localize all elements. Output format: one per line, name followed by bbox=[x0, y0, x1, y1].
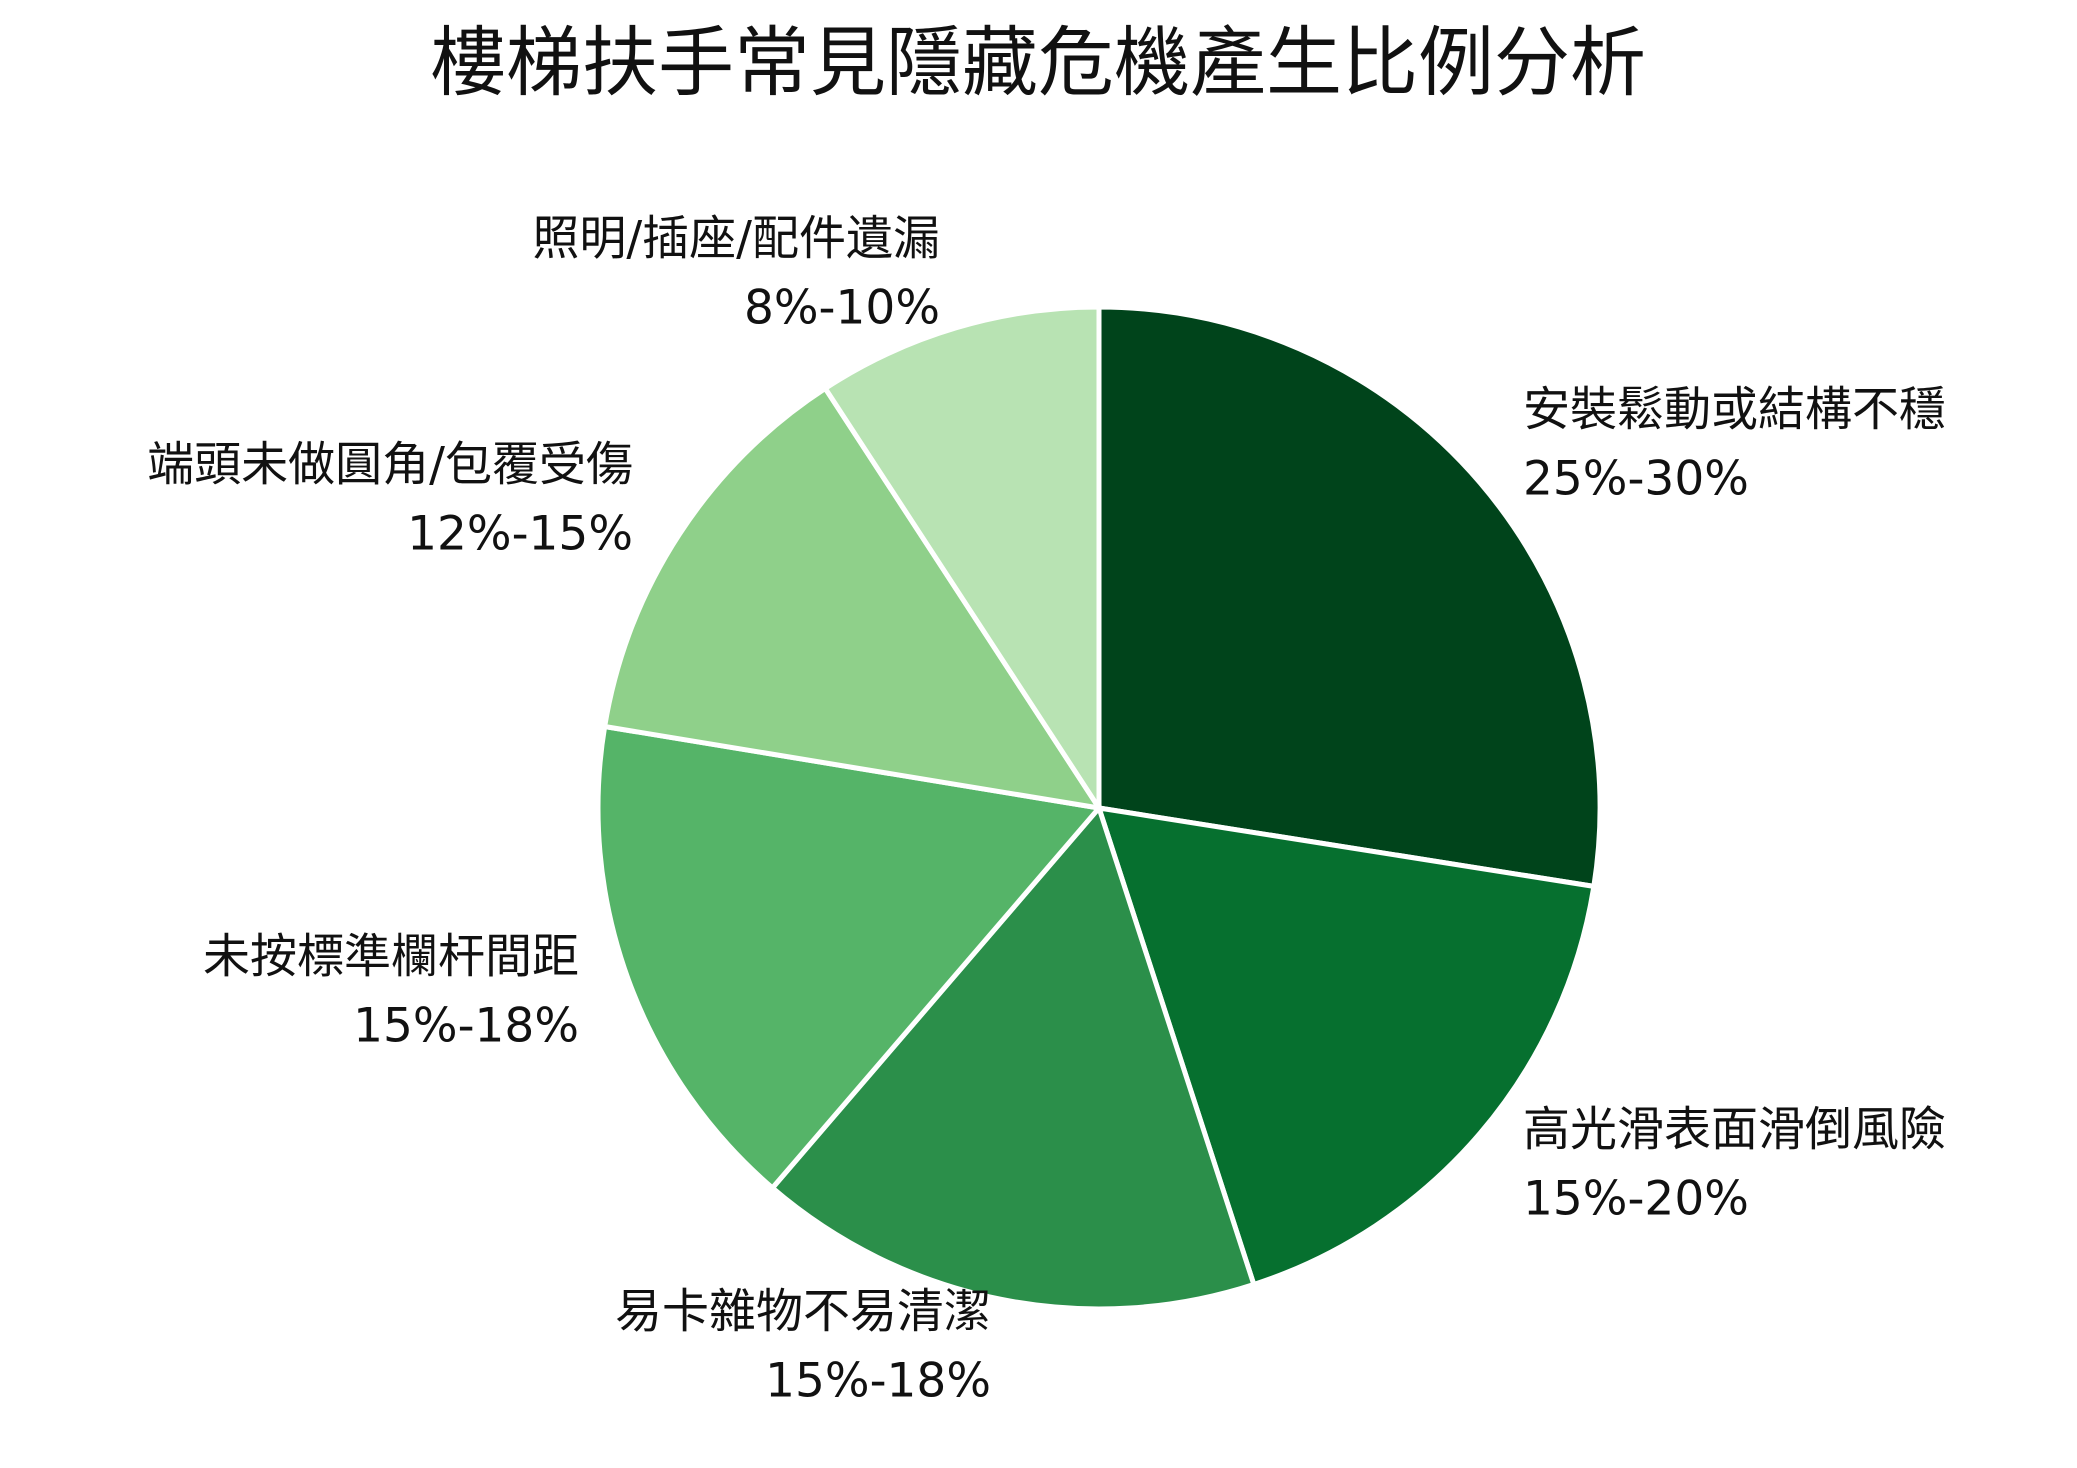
pie-slice bbox=[821, 304, 1102, 817]
slice-label: 易卡雜物不易清潔 bbox=[615, 1285, 991, 1340]
slice-label: 端頭未做圓角/包覆受傷 bbox=[147, 438, 633, 493]
slice-label: 照明/插座/配件遺漏 bbox=[532, 212, 940, 267]
slice-label: 安裝鬆動或結構不穩 bbox=[1523, 383, 1946, 438]
slice-label: 高光滑表面滑倒風險 bbox=[1523, 1103, 1946, 1158]
slice-value-label: 8%-10% bbox=[744, 281, 940, 336]
slice-value-label: 15%-20% bbox=[1523, 1172, 1749, 1227]
pie-slice bbox=[1096, 304, 1603, 890]
slice-label: 未按標準欄杆間距 bbox=[203, 930, 579, 985]
slice-value-label: 15%-18% bbox=[353, 999, 579, 1054]
pie-slice bbox=[601, 384, 1105, 812]
pie-slice bbox=[595, 723, 1104, 1192]
slice-value-label: 12%-15% bbox=[407, 507, 633, 562]
pie-slice bbox=[1095, 804, 1597, 1288]
slice-value-label: 25%-30% bbox=[1523, 452, 1749, 507]
chart-title: 樓梯扶手常見隱藏危機產生比例分析 bbox=[430, 18, 1646, 107]
slice-value-label: 15%-18% bbox=[765, 1354, 991, 1409]
pie-slice bbox=[768, 802, 1257, 1312]
